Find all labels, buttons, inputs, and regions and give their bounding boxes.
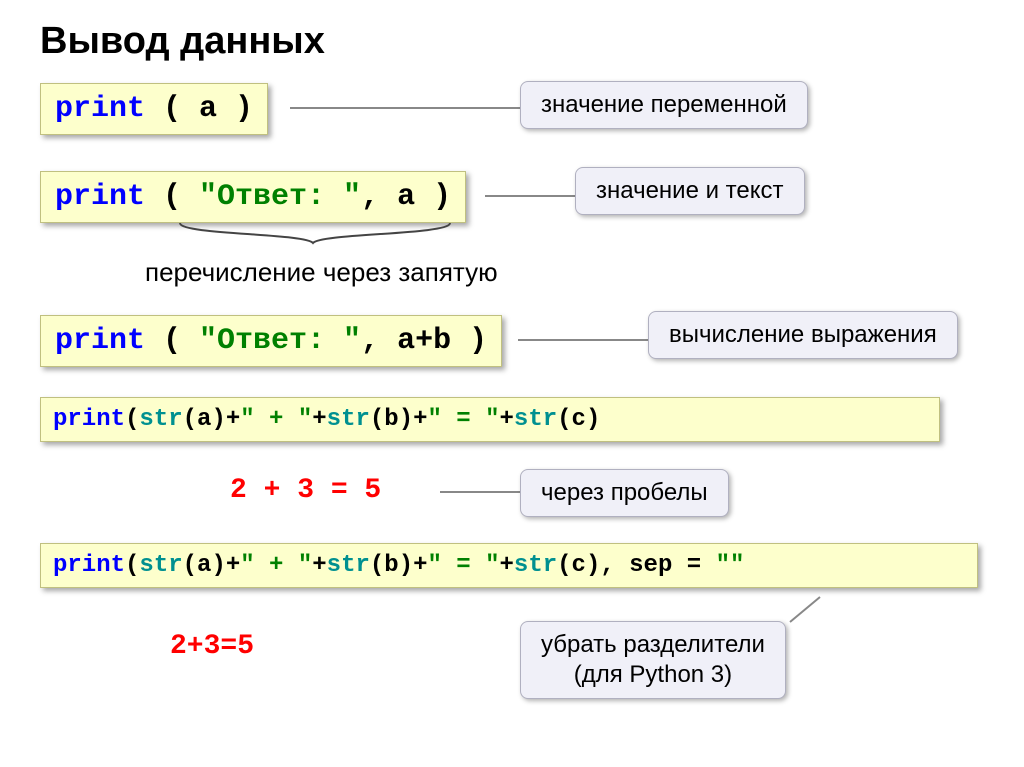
code-text: ( [125,406,139,433]
connector-line [485,193,575,199]
connector-line [518,337,648,343]
print-keyword: print [53,552,125,579]
print-keyword: print [55,92,145,126]
code-text: , a+b ) [361,324,487,358]
page-title: Вывод данных [40,20,984,63]
code-example-3: print ( "Ответ: ", a+b ) [40,315,502,367]
print-keyword: print [55,324,145,358]
code-text: (b)+ [370,552,428,579]
code-text: ( a ) [145,92,253,126]
code-example-1: print ( a ) [40,83,268,135]
func-str: str [514,552,557,579]
callout-text: вычисление выражения [669,321,937,348]
connector-line [440,489,520,495]
print-keyword: print [55,180,145,214]
note-text: перечисление через запятую [145,257,498,288]
code-text: + [312,552,326,579]
callout-2: значение и текст [575,167,805,215]
print-keyword: print [53,406,125,433]
code-text: (c) [557,406,600,433]
string-literal: "Ответ: " [199,324,361,358]
code-text: (a)+ [183,406,241,433]
string-literal: " + " [240,552,312,579]
output-text-2: 2+3=5 [170,631,254,662]
code-text: = [672,552,715,579]
func-str: str [139,552,182,579]
callout-1: значение переменной [520,81,808,129]
code-text: + [500,552,514,579]
code-text: + [312,406,326,433]
func-str: str [327,552,370,579]
callout-text: значение переменной [541,91,787,118]
code-example-5: print(str(a)+" + "+str(b)+" = "+str(c), … [40,543,978,588]
code-text: (c), sep [557,552,672,579]
string-literal: "Ответ: " [199,180,361,214]
func-str: str [327,406,370,433]
code-text: , a ) [361,180,451,214]
code-text: (a)+ [183,552,241,579]
code-example-2: print ( "Ответ: ", a ) [40,171,466,223]
string-literal: " = " [428,552,500,579]
code-text: ( [145,324,199,358]
code-text: ( [125,552,139,579]
string-literal: " + " [240,406,312,433]
callout-text-line2: (для Python 3) [574,661,732,688]
callout-5: убрать разделители (для Python 3) [520,621,786,699]
code-text: + [500,406,514,433]
output-text-1: 2 + 3 = 5 [230,475,381,506]
connector-pointer [780,597,860,627]
code-text: ( [145,180,199,214]
callout-3: вычисление выражения [648,311,958,359]
callout-text: через пробелы [541,479,708,506]
code-text: (b)+ [370,406,428,433]
func-str: str [514,406,557,433]
code-example-4: print(str(a)+" + "+str(b)+" = "+str(c) [40,397,940,442]
func-str: str [139,406,182,433]
string-literal: "" [716,552,745,579]
callout-text: значение и текст [596,177,784,204]
callout-text-line1: убрать разделители [541,631,765,658]
string-literal: " = " [428,406,500,433]
brace-icon [175,221,455,257]
connector-line [290,105,520,111]
callout-4: через пробелы [520,469,729,517]
